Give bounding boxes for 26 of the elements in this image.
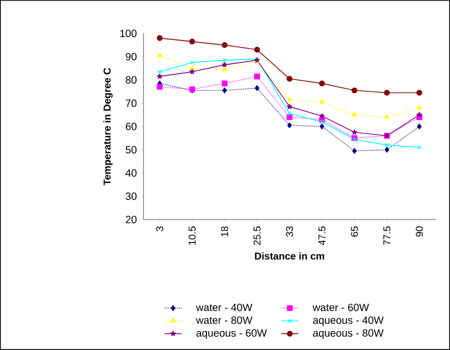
y-tick-label: 30 (126, 192, 137, 200)
x-tick-label: 18 (221, 226, 228, 236)
y-tick-label: 60 (126, 122, 137, 130)
y-tick-label: 50 (126, 146, 137, 154)
y-tick-label: 20 (126, 216, 137, 224)
legend-label: aqueous - 60W (196, 329, 267, 339)
x-tick-label: 33 (286, 226, 294, 237)
y-tick-label: 70 (126, 100, 137, 107)
legend-label: aqueous - 40W (313, 316, 384, 326)
y-tick-label: 100 (120, 30, 137, 38)
x-tick-label: 65 (350, 226, 358, 237)
x-tick-label: 90 (416, 226, 423, 237)
legend-label: aqueous - 80W (313, 329, 384, 339)
x-tick-label: 47.5 (318, 226, 326, 246)
y-axis-title: Temperature in Degree C (103, 68, 113, 186)
x-tick-label: 77.5 (383, 226, 390, 245)
x-axis-title: Distance in cm (255, 252, 324, 260)
legend-label: water - 80W (196, 316, 252, 324)
legend-label: water - 60W (312, 304, 370, 312)
x-tick-label: 25.5 (254, 226, 261, 245)
y-tick-label: 90 (126, 52, 137, 60)
legend-label: water - 40W (196, 304, 252, 312)
y-tick-label: 40 (126, 169, 137, 177)
x-tick-label: 10.5 (188, 226, 196, 245)
x-tick-label: 3 (156, 226, 164, 232)
y-tick-label: 80 (126, 76, 137, 84)
